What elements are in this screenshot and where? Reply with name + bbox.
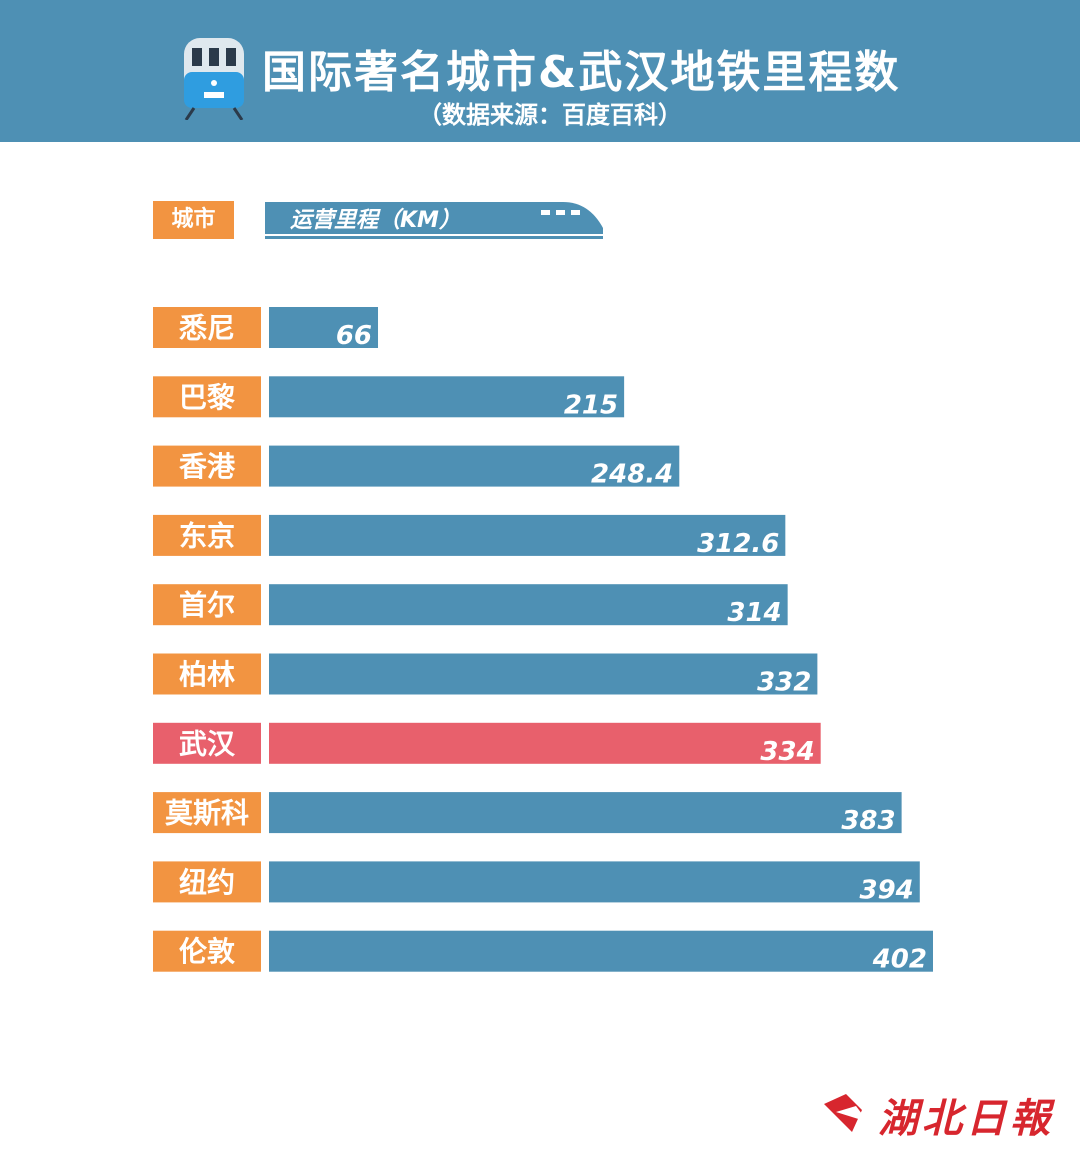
city-label: 东京 [179,519,235,552]
newspaper-logo-icon [824,1094,868,1132]
city-label: 伦敦 [179,935,235,968]
bar-value-label: 215 [564,390,618,420]
city-label: 武汉 [179,727,236,760]
city-label-bg [153,930,261,972]
legend-value-label: 运营里程（KM） [290,208,461,233]
legend-train-icon [265,202,603,239]
city-label: 柏林 [179,658,235,691]
city-label-bg [153,722,261,764]
bar [269,376,625,418]
header-banner [0,0,1080,142]
bar [269,584,788,626]
bar-value-label: 383 [841,806,895,836]
bar-value-label: 334 [760,737,814,767]
city-label-bg [153,792,261,834]
city-label-bg [153,445,261,487]
city-label: 悉尼 [179,312,235,345]
train-icon [184,38,244,120]
bar-value-label: 312.6 [697,529,779,559]
bar-value-label: 394 [860,875,914,905]
bar-value-label: 332 [757,668,811,698]
city-label-bg [153,584,261,626]
city-label-bg [153,376,261,418]
city-label: 纽约 [179,866,235,899]
bar-value-label: 314 [727,598,781,628]
city-label-bg [153,514,261,556]
bar [269,861,920,903]
bar [269,307,379,348]
page-title: 国际著名城市&武汉地铁里程数 [262,47,901,98]
city-label: 香港 [179,450,236,483]
city-label-bg [153,307,261,348]
city-label: 莫斯科 [165,797,249,830]
bar [269,514,786,556]
city-label-bg [153,861,261,903]
city-label: 首尔 [179,589,235,622]
bar-value-label: 248.4 [591,460,673,490]
bar [269,653,818,695]
legend-city-label: 城市 [153,201,234,239]
bar-value-label: 402 [872,945,927,975]
bar [269,792,902,834]
page-subtitle: （数据来源：百度百科） [418,101,682,129]
bar [269,445,680,487]
bar [269,930,933,972]
bar [269,722,821,764]
newspaper-logo: 湖北日報 [878,1095,1054,1142]
bar-value-label: 66 [336,321,372,351]
city-label: 巴黎 [179,381,235,414]
city-label-bg [153,653,261,695]
